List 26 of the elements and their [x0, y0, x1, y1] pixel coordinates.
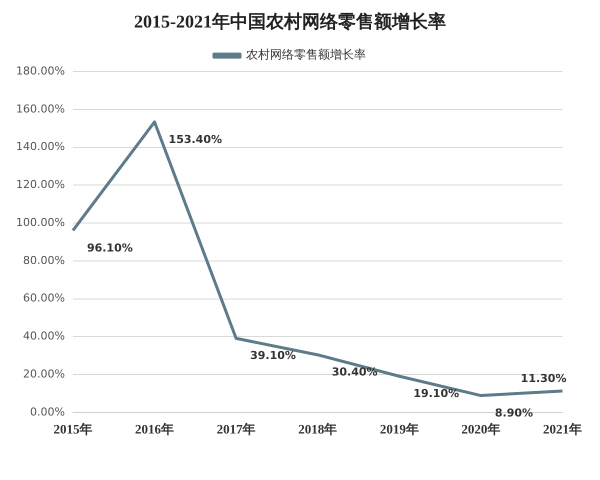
y-tick-label: 20.00%: [22, 367, 65, 380]
y-tick-label: 140.00%: [16, 140, 65, 154]
data-label: 153.40%: [168, 132, 222, 146]
x-tick-label: 2017年: [216, 422, 256, 437]
y-tick-label: 60.00%: [22, 292, 65, 305]
x-tick-label: 2015年: [53, 422, 92, 437]
y-tick-label: 160.00%: [16, 102, 65, 116]
x-tick-label: 2021年: [543, 422, 582, 437]
x-tick-label: 2018年: [298, 422, 338, 437]
data-label: 19.10%: [413, 387, 460, 400]
x-tick-label: 2020年: [461, 422, 500, 437]
y-tick-label: 100.00%: [16, 216, 65, 229]
y-tick-label: 180.00%: [16, 64, 65, 78]
data-label: 39.10%: [250, 349, 296, 362]
data-label: 96.10%: [86, 241, 133, 254]
y-tick-label: 0.00%: [30, 405, 65, 418]
data-label: 11.30%: [520, 372, 566, 385]
data-label: 30.40%: [332, 366, 378, 379]
y-tick-label: 40.00%: [22, 330, 65, 343]
y-tick-label: 120.00%: [16, 178, 65, 192]
legend-label: 农村网络零售额增长率: [246, 48, 366, 62]
y-tick-label: 80.00%: [22, 254, 65, 267]
data-label: 8.90%: [494, 406, 534, 420]
x-tick-label: 2019年: [380, 422, 419, 437]
chart-title: 2015-2021年中国农村网络零售额增长率: [134, 11, 446, 32]
x-tick-label: 2016年: [135, 422, 174, 437]
